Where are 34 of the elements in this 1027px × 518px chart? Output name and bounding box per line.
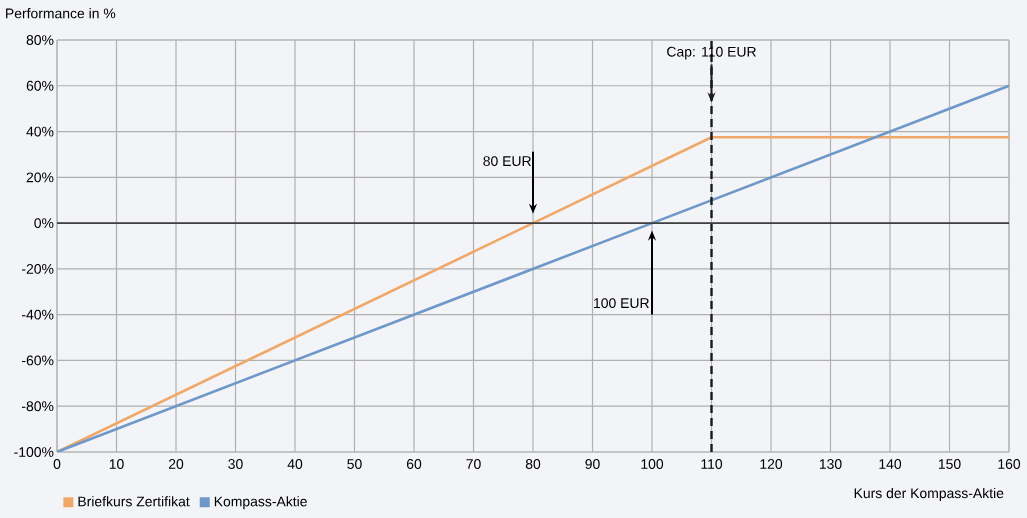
- y-tick-label: -80%: [22, 401, 54, 412]
- legend-label: Briefkurs Zertifikat: [78, 496, 190, 507]
- y-tick-label: 60%: [26, 80, 54, 91]
- x-tick-label: 150: [938, 459, 961, 469]
- x-tick-label: 20: [168, 459, 184, 469]
- y-tick-label: -20%: [22, 263, 54, 274]
- x-tick-label: 100: [641, 459, 664, 469]
- x-tick-label: 40: [287, 459, 303, 469]
- y-tick-label: 80%: [26, 35, 54, 45]
- x-axis-title: Kurs der Kompass-Aktie: [854, 487, 1004, 501]
- annotation: 80 EUR: [483, 156, 531, 167]
- legend-label: Kompass-Aktie: [214, 496, 307, 510]
- x-tick-label: 160: [998, 459, 1021, 469]
- y-tick-label: -60%: [22, 355, 54, 366]
- x-tick-label: 10: [109, 459, 124, 469]
- y-tick-label: -40%: [22, 309, 54, 320]
- y-axis-title: Performance in %: [6, 8, 116, 19]
- x-tick-label: 110: [701, 459, 723, 469]
- x-tick-label: 50: [347, 459, 362, 469]
- x-tick-label: 70: [466, 459, 481, 469]
- y-tick-label: 40%: [26, 126, 54, 137]
- x-tick-label: 60: [406, 459, 422, 469]
- x-tick-label: 0: [53, 459, 61, 469]
- annotation: 100 EUR: [594, 298, 649, 309]
- x-tick-label: 90: [585, 459, 600, 469]
- y-tick-label: 0%: [34, 218, 54, 229]
- x-tick-label: 140: [879, 459, 902, 469]
- x-tick-label: 120: [760, 459, 783, 469]
- ref-line-label: Cap: 110 EUR: [667, 46, 756, 60]
- x-tick-label: 30: [228, 459, 243, 469]
- x-tick-label: 80: [525, 459, 541, 469]
- y-tick-label: 20%: [26, 172, 54, 183]
- y-tick-label: -100%: [14, 447, 54, 457]
- x-tick-label: 130: [819, 459, 842, 469]
